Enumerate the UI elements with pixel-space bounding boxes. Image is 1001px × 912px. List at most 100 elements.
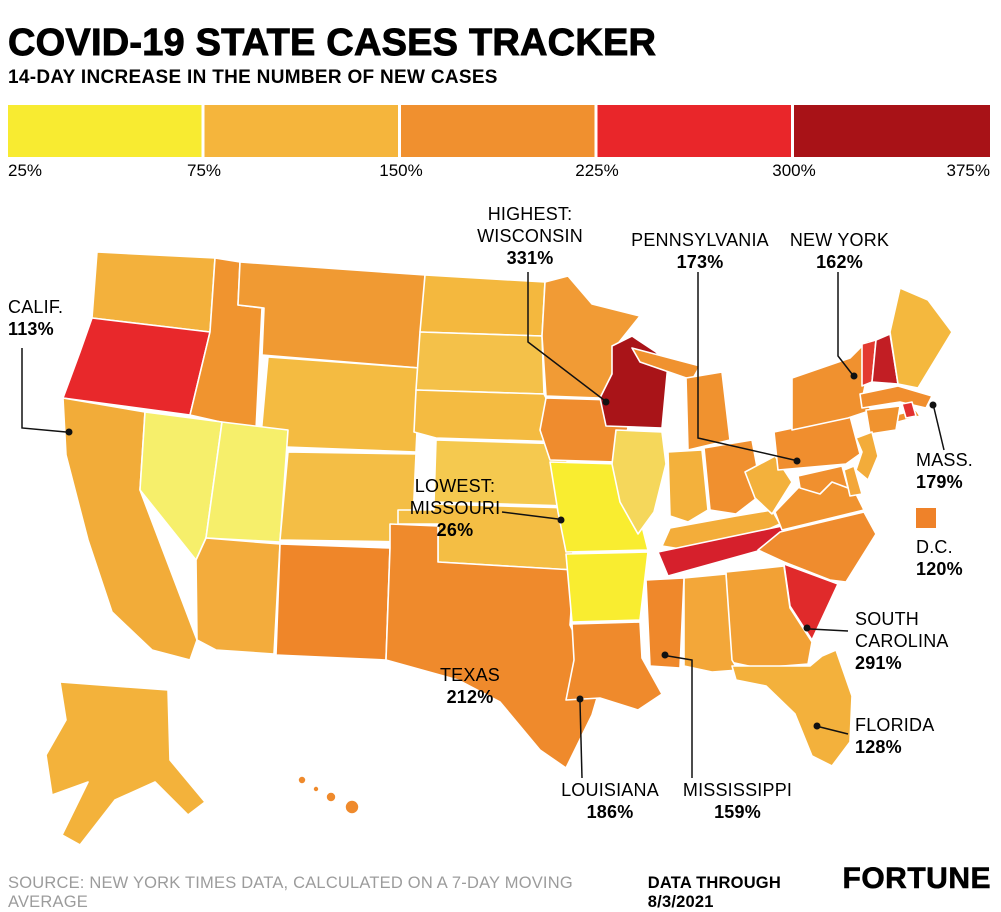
callout-value: 26% (436, 520, 474, 540)
legend-tick: 25% (8, 161, 43, 180)
callout-state-name: CAROLINA (855, 631, 949, 651)
legend-segment-3 (401, 105, 595, 157)
legend-tick: 375% (946, 161, 990, 180)
legend-tick: 225% (575, 161, 619, 180)
callout-dot-calif (65, 428, 73, 436)
callout-state-name: PENNSYLVANIA (631, 230, 769, 250)
callout-dot-louisiana (576, 695, 584, 703)
state-mt (237, 261, 426, 369)
callout-state-name: MISSISSIPPI (682, 780, 793, 800)
callout-pennsylvania: PENNSYLVANIA 173% (615, 229, 785, 273)
callout-texas: TEXAS 212% (410, 664, 530, 708)
state-nd (419, 274, 546, 337)
callout-line-pennsylvania (697, 272, 795, 461)
legend-tick: 150% (379, 161, 423, 180)
callout-prefix: LOWEST: (414, 476, 496, 496)
callout-state-name: TEXAS (439, 665, 501, 685)
callout-south-carolina: SOUTH CAROLINA 291% (855, 608, 975, 674)
callout-value: 162% (816, 252, 863, 272)
callout-dot-wisconsin (602, 398, 610, 406)
callout-value: 179% (916, 472, 963, 492)
state-la (565, 621, 663, 711)
callout-value: 128% (855, 737, 902, 757)
callout-dc: D.C. 120% (916, 536, 996, 580)
callout-mississippi: MISSISSIPPI 159% (665, 779, 810, 823)
state-hi-island (297, 775, 307, 785)
callout-line-mass (933, 407, 945, 451)
callout-state-name: NEW YORK (789, 230, 890, 250)
callout-line-mississippi (667, 655, 693, 778)
state-ma (859, 385, 933, 409)
legend-tick: 75% (186, 161, 222, 180)
callout-value: 159% (714, 802, 761, 822)
callout-state-name: SOUTH (855, 609, 919, 629)
state-hi-island (312, 785, 320, 793)
callout-state-name: CALIF. (8, 297, 64, 317)
callout-value: 212% (446, 687, 494, 707)
callout-mass: MASS. 179% (916, 449, 996, 493)
callout-state-name: LOUISIANA (561, 780, 659, 800)
callout-dot-new-york (850, 372, 858, 380)
state-mi (685, 371, 731, 451)
page-subtitle: 14-DAY INCREASE IN THE NUMBER OF NEW CAS… (8, 67, 498, 88)
dc-swatch (916, 508, 936, 528)
legend-segment-4 (597, 105, 791, 157)
legend-segment-5 (794, 105, 990, 157)
callout-line-calif (21, 348, 67, 433)
callout-prefix: HIGHEST: (487, 204, 573, 224)
callout-dot-missouri (557, 516, 565, 524)
callout-wisconsin: HIGHEST: WISCONSIN 331% (450, 203, 610, 269)
legend-color-bar (8, 105, 990, 157)
state-az (195, 537, 281, 655)
callout-state-name: FLORIDA (855, 715, 935, 735)
callout-dot-south-carolina (803, 624, 811, 632)
state-nm (275, 543, 391, 661)
callout-state-name: MISSOURI (409, 498, 501, 518)
state-oh (703, 439, 763, 515)
callout-line-florida (819, 726, 849, 735)
state-sd (415, 331, 545, 395)
callout-value: 291% (855, 653, 902, 673)
state-ak (45, 681, 206, 846)
callout-state-name: WISCONSIN (477, 226, 583, 246)
callout-line-new-york (837, 272, 853, 375)
state-tx (385, 523, 601, 769)
source-note: SOURCE: NEW YORK TIMES DATA, CALCULATED … (8, 874, 573, 911)
state-il (611, 429, 667, 535)
callout-dot-mississippi (661, 651, 669, 659)
callout-state-name: MASS. (916, 450, 974, 470)
state-hi-island (325, 791, 337, 803)
state-or (62, 317, 211, 416)
callout-state-name: D.C. (916, 537, 953, 557)
callout-line-missouri (501, 511, 559, 520)
state-fl (731, 649, 853, 767)
callout-value: 173% (676, 252, 724, 272)
callout-lines (21, 272, 945, 779)
data-through-note: DATA THROUGH 8/3/2021 (647, 874, 781, 911)
callout-missouri: LOWEST: MISSOURI 26% (385, 475, 525, 541)
hawaii-islands (297, 775, 360, 815)
state-ut (205, 421, 289, 543)
state-wy (259, 356, 421, 453)
page-title: COVID-19 STATE CASES TRACKER (8, 22, 657, 65)
callout-line-south-carolina (809, 628, 849, 632)
callout-dot-pennsylvania (793, 457, 801, 465)
state-ri (901, 401, 917, 419)
state-hi-island (344, 799, 360, 815)
callout-value: 186% (586, 802, 634, 822)
legend-tick: 300% (772, 161, 816, 180)
callout-dot-mass (929, 401, 937, 409)
callout-line-louisiana (579, 701, 583, 779)
legend-segment-2 (204, 105, 398, 157)
callout-line-wisconsin (527, 272, 605, 401)
state-nc (757, 511, 877, 583)
state-ar (565, 551, 649, 623)
callout-new-york: NEW YORK 162% (782, 229, 897, 273)
states-layer (45, 251, 953, 846)
callout-louisiana: LOUISIANA 186% (540, 779, 680, 823)
callout-calif: CALIF. 113% (8, 296, 108, 340)
state-ct (865, 405, 901, 435)
legend-segment-1 (8, 105, 202, 157)
state-nj (855, 431, 879, 481)
